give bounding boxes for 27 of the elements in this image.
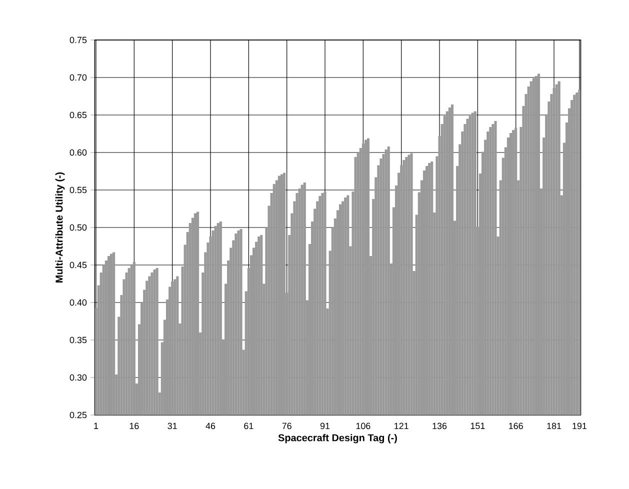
- x-axis-title: Spacecraft Design Tag (-): [278, 434, 397, 444]
- x-tick-label: 76: [282, 422, 292, 430]
- x-tick-label: 1: [94, 422, 98, 429]
- y-tick-label: 0.45: [70, 262, 87, 268]
- y-tick-label: 0.75: [70, 36, 87, 44]
- y-tick-label: 0.50: [70, 224, 87, 231]
- x-tick-label: 61: [244, 422, 254, 430]
- x-tick-label: 181: [547, 422, 562, 430]
- y-tick-label: 0.60: [70, 149, 87, 156]
- x-tick-label: 91: [320, 422, 330, 430]
- y-tick-label: 0.25: [70, 412, 87, 418]
- y-tick-label: 0.40: [70, 299, 87, 306]
- x-tick-label: 106: [356, 422, 370, 430]
- x-tick-label: 121: [394, 422, 408, 430]
- y-tick-label: 0.35: [70, 336, 87, 344]
- y-tick-label: 0.65: [70, 112, 87, 118]
- x-tick-label: 151: [470, 422, 485, 430]
- x-tick-label: 136: [432, 422, 447, 430]
- x-tick-label: 46: [206, 422, 216, 430]
- y-tick-label: 0.30: [70, 374, 87, 381]
- y-axis-title: Multi-Attribute Utility (-): [55, 172, 65, 282]
- x-tick-label: 191: [572, 422, 586, 430]
- x-tick-label: 166: [509, 422, 523, 430]
- x-tick-label: 16: [130, 422, 139, 430]
- x-tick-label: 31: [168, 422, 177, 430]
- y-tick-label: 0.70: [70, 74, 87, 81]
- y-tick-label: 0.55: [70, 186, 87, 194]
